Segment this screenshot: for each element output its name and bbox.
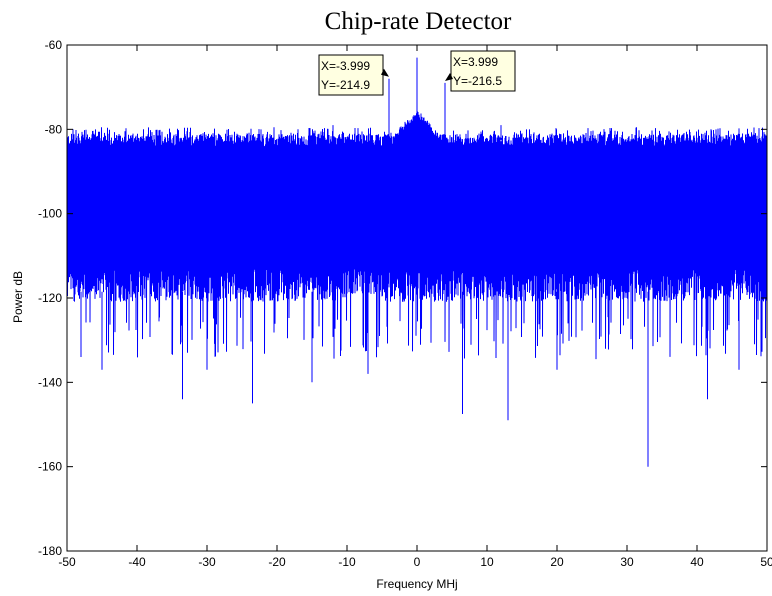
x-tick-label: 50: [760, 555, 772, 569]
x-tick-label: 30: [620, 555, 634, 569]
datatip-pointer: [381, 68, 390, 77]
x-tick-label: 0: [414, 555, 421, 569]
datatip-box: [450, 50, 516, 92]
plot-area: [66, 45, 768, 551]
datatips: X=-3.999 Y=-214.9 X=3.999 Y=-216.5: [318, 50, 516, 96]
y-tick-label: -140: [38, 375, 62, 389]
x-axis-ticks: -50 -40 -30 -20 -10 0 10 20 30 40 50: [58, 45, 772, 569]
y-tick-label: -120: [38, 291, 62, 305]
y-tick-label: -180: [38, 544, 62, 558]
y-axis-ticks: -180 -160 -140 -120 -100 -80 -60: [38, 38, 767, 558]
x-tick-label: -20: [268, 555, 286, 569]
x-tick-label: -40: [128, 555, 146, 569]
datatip[interactable]: X=-3.999 Y=-214.9: [318, 54, 390, 96]
y-tick-label: -60: [45, 38, 63, 52]
datatip-x-text: X=-3.999: [321, 59, 370, 73]
spectrum-series-line: [66, 57, 768, 467]
datatip-box: [318, 54, 384, 96]
datatip-pointer: [444, 72, 453, 81]
x-tick-label: -50: [58, 555, 76, 569]
y-tick-label: -160: [38, 460, 62, 474]
x-tick-label: 20: [550, 555, 564, 569]
x-tick-label: -30: [198, 555, 216, 569]
y-tick-label: -100: [38, 207, 62, 221]
x-tick-label: -10: [338, 555, 356, 569]
datatip-y-text: Y=-216.5: [453, 74, 502, 88]
chart-title: Chip-rate Detector: [325, 8, 512, 35]
x-tick-label: 40: [690, 555, 704, 569]
datatip-x-text: X=3.999: [453, 55, 498, 69]
y-tick-label: -80: [45, 122, 63, 136]
datatip[interactable]: X=3.999 Y=-216.5: [444, 50, 516, 92]
datatip-y-text: Y=-214.9: [321, 78, 370, 92]
y-axis-label: Power dB: [11, 271, 25, 323]
x-axis-label: Frequency MHj: [376, 577, 457, 591]
x-tick-label: 10: [480, 555, 494, 569]
